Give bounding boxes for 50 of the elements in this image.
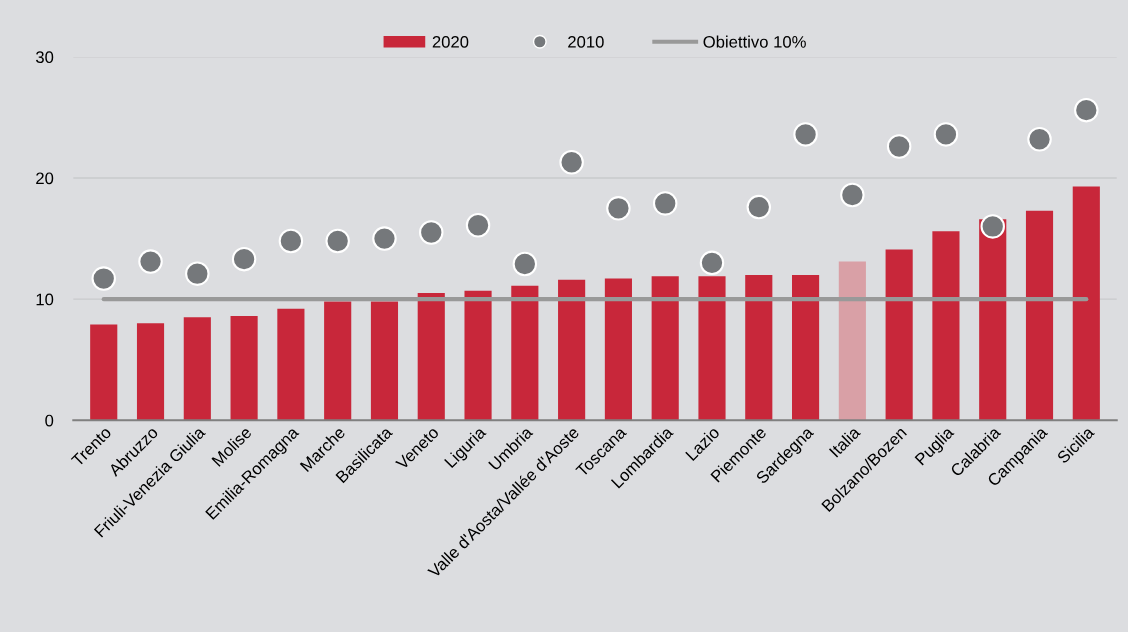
- point: [372, 226, 397, 251]
- point: [606, 196, 631, 221]
- point: [91, 266, 116, 291]
- y-tick-label: 30: [35, 51, 54, 64]
- bar: [885, 249, 913, 421]
- bar: [558, 279, 586, 421]
- bar: [230, 316, 258, 421]
- point: [138, 249, 163, 274]
- point: [980, 214, 1005, 239]
- legend-label: 2020: [432, 35, 469, 48]
- point: [793, 122, 818, 147]
- legend-label: 2010: [568, 35, 604, 48]
- bar: [792, 274, 820, 421]
- bar: [604, 278, 632, 421]
- point: [278, 228, 304, 254]
- point: [1074, 97, 1099, 123]
- bar: [90, 324, 118, 421]
- bar: [932, 231, 960, 421]
- bar: [745, 274, 773, 421]
- point: [325, 228, 350, 254]
- point: [699, 250, 725, 276]
- bar: [464, 290, 492, 421]
- point: [231, 246, 257, 272]
- point: [746, 194, 772, 220]
- bar: [183, 317, 211, 421]
- point: [559, 150, 584, 175]
- y-tick-label: 0: [45, 414, 54, 427]
- point: [652, 191, 678, 216]
- bar: [1072, 186, 1100, 421]
- bar: [1025, 210, 1054, 421]
- y-tick-label: 20: [36, 172, 54, 185]
- bar: [277, 308, 305, 421]
- bar: [838, 261, 866, 421]
- bar: [698, 276, 726, 421]
- point: [512, 251, 538, 277]
- point: [933, 122, 959, 147]
- bar: [651, 276, 679, 421]
- bar: [136, 323, 165, 421]
- point: [185, 261, 210, 286]
- y-tick-label: 10: [36, 293, 54, 306]
- bar: [511, 285, 539, 421]
- point: [1027, 127, 1052, 152]
- legend-label: Obiettivo 10%: [703, 35, 806, 48]
- bar: [324, 301, 352, 421]
- point: [465, 213, 491, 238]
- bar: [417, 293, 445, 421]
- point: [419, 220, 444, 245]
- bar: [370, 301, 399, 421]
- point: [886, 134, 912, 159]
- point: [840, 182, 865, 208]
